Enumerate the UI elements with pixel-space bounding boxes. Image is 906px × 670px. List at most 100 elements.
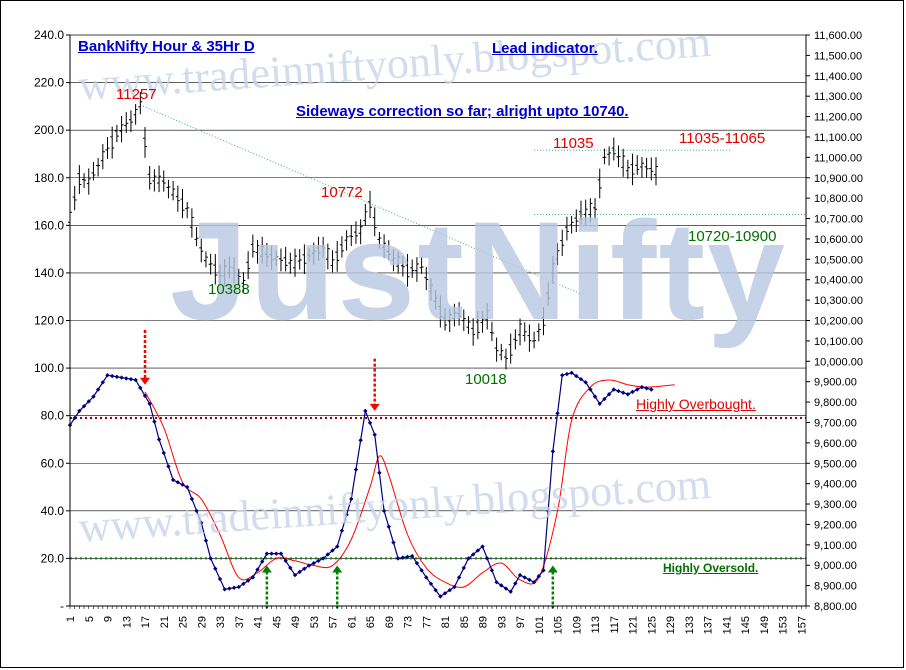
oscillator-point bbox=[138, 385, 143, 391]
oscillator-point bbox=[316, 558, 321, 563]
oscillator-point bbox=[156, 437, 162, 442]
oscillator-point bbox=[419, 568, 424, 573]
oscillator-point bbox=[236, 584, 241, 590]
axes-layer: 240.0220.0200.0180.0160.0140.0120.0100.0… bbox=[34, 28, 863, 634]
right-tick-label: 9,600.00 bbox=[814, 438, 857, 450]
oscillator-point bbox=[95, 387, 101, 392]
oscillator-layer bbox=[67, 370, 654, 599]
oscillator-point bbox=[86, 399, 91, 404]
right-tick-label: 11,600.00 bbox=[814, 30, 862, 42]
oscillator-point bbox=[330, 548, 335, 553]
right-tick-label: 8,900.00 bbox=[814, 581, 857, 593]
arrows-layer bbox=[140, 330, 558, 609]
oscillator-point bbox=[391, 540, 396, 545]
oscillator-point bbox=[541, 568, 546, 573]
watermark-brand: JustNifty bbox=[170, 192, 787, 349]
oscillator-point bbox=[91, 394, 96, 399]
oscillator-point bbox=[180, 482, 185, 487]
oscillator-point bbox=[311, 560, 316, 566]
oscillator-point bbox=[217, 576, 223, 582]
oscillator-point bbox=[260, 559, 265, 564]
x-tick-label: 93 bbox=[496, 616, 508, 628]
left-tick-label: 40.0 bbox=[41, 504, 65, 518]
oscillator-point bbox=[606, 392, 612, 397]
right-tick-label: 9,000.00 bbox=[814, 560, 857, 572]
oscillator-point bbox=[447, 587, 452, 593]
oscillator-point bbox=[264, 551, 270, 556]
x-tick-label: 69 bbox=[384, 616, 396, 628]
right-tick-label: 10,200.00 bbox=[814, 316, 863, 328]
oscillator-point bbox=[302, 566, 307, 571]
x-tick-label: 141 bbox=[721, 616, 733, 634]
x-tick-label: 49 bbox=[290, 616, 302, 628]
down-arrow-head bbox=[140, 377, 151, 385]
oscillator-point bbox=[456, 575, 462, 580]
oscillator-point bbox=[119, 375, 124, 380]
oscillator-point bbox=[588, 387, 593, 392]
left-tick-label: 120.0 bbox=[34, 314, 64, 328]
oscillator-point bbox=[499, 583, 504, 588]
right-tick-label: 8,800.00 bbox=[814, 601, 857, 613]
left-tick-label: 220.0 bbox=[34, 76, 64, 90]
oscillator-point bbox=[335, 544, 340, 549]
oscillator-point bbox=[320, 556, 326, 561]
x-tick-label: 125 bbox=[646, 616, 658, 634]
right-tick-label: 9,800.00 bbox=[814, 397, 857, 409]
oscillator-point bbox=[161, 450, 166, 456]
label-10388: 10388 bbox=[208, 281, 250, 298]
oscillator-point bbox=[620, 390, 626, 395]
title-note: Sideways correction so far; alright upto… bbox=[296, 103, 629, 120]
label-10018: 10018 bbox=[465, 371, 507, 388]
oscillator-point bbox=[372, 432, 377, 437]
right-tick-label: 11,500.00 bbox=[814, 50, 862, 62]
left-tick-label: 180.0 bbox=[34, 171, 64, 185]
oscillator-point bbox=[227, 586, 232, 591]
x-tick-label: 109 bbox=[571, 616, 583, 634]
oscillator-point bbox=[170, 477, 176, 483]
gridlines bbox=[70, 34, 806, 607]
x-tick-label: 57 bbox=[328, 616, 340, 628]
oscillator-point bbox=[353, 467, 359, 472]
oscillator-point bbox=[128, 376, 134, 382]
oscillator-point bbox=[527, 577, 532, 583]
left-tick-label: - bbox=[60, 599, 64, 613]
x-tick-label: 25 bbox=[178, 616, 190, 628]
oscillator-point bbox=[269, 551, 274, 556]
oscillator-point bbox=[414, 560, 420, 566]
oscillator-point bbox=[508, 589, 513, 594]
oscillator-point bbox=[278, 551, 284, 556]
oscillator-point bbox=[166, 464, 171, 469]
oscillator-point bbox=[452, 584, 457, 590]
oscillator-point bbox=[363, 408, 368, 414]
oscillator-point bbox=[245, 578, 251, 583]
oscillator-point bbox=[292, 572, 298, 578]
oscillator-point bbox=[438, 594, 443, 599]
left-tick-label: 140.0 bbox=[34, 266, 64, 280]
label-11035: 11035 bbox=[553, 135, 594, 152]
oscillator-point bbox=[536, 574, 541, 579]
oscillator-point bbox=[231, 585, 237, 590]
right-tick-label: 9,300.00 bbox=[814, 499, 857, 511]
oscillator-point bbox=[381, 508, 387, 514]
oscillator-point bbox=[194, 508, 199, 514]
right-tick-label: 11,100.00 bbox=[814, 132, 862, 144]
x-tick-label: 61 bbox=[346, 616, 358, 628]
x-tick-label: 41 bbox=[253, 616, 265, 628]
oscillator-point bbox=[274, 551, 279, 556]
left-tick-label: 100.0 bbox=[34, 361, 64, 375]
up-arrow-head bbox=[332, 565, 343, 573]
signal-line-layer bbox=[144, 379, 675, 588]
left-tick-label: 20.0 bbox=[41, 551, 65, 565]
oscillator-point bbox=[574, 373, 579, 379]
right-tick-label: 10,700.00 bbox=[814, 214, 863, 226]
oscillator-point bbox=[555, 411, 560, 416]
x-tick-label: 53 bbox=[309, 616, 321, 628]
oscillator-point bbox=[358, 438, 363, 443]
x-tick-label: 153 bbox=[778, 616, 790, 634]
x-tick-label: 33 bbox=[215, 616, 227, 628]
oscillator-point bbox=[297, 569, 302, 575]
right-tick-label: 9,900.00 bbox=[814, 377, 857, 389]
right-tick-label: 11,000.00 bbox=[814, 152, 862, 164]
oscillator-point bbox=[475, 548, 481, 553]
